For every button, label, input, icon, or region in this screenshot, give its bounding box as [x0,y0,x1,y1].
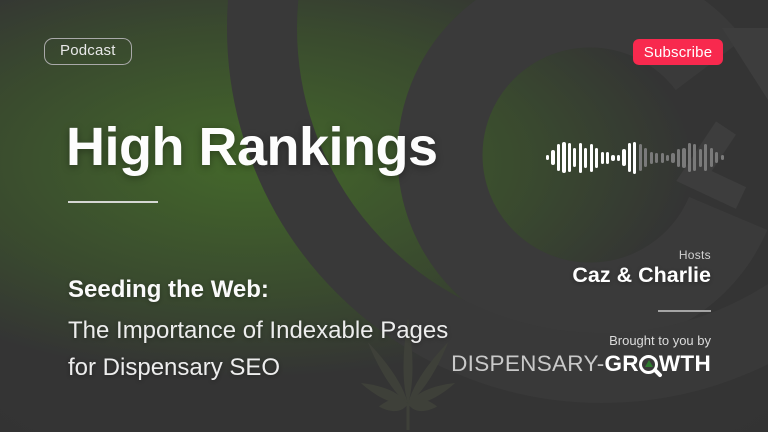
waveform-bar [660,152,664,163]
hosts-label: Hosts [678,248,711,262]
waveform-bar [578,142,582,173]
waveform-bar [671,152,675,163]
hosts-divider [658,310,711,312]
waveform-bar [616,154,621,161]
arrow-chevron-icon [676,121,747,209]
hosts-block: Hosts Caz & Charlie [572,248,711,288]
waveform-bar [611,154,615,161]
brand-prefix: DISPENSARY- [451,351,605,376]
magnifier-o-icon [639,354,664,378]
waveform-bar [720,155,724,160]
background-swoosh-arc [227,0,768,403]
waveform-bar [638,144,642,171]
brand-bold-start: GR [604,351,639,376]
waveform-bar [627,143,631,172]
waveform-bar [622,149,626,166]
waveform-bar [589,143,593,172]
waveform-bar [655,152,659,163]
waveform-bar [600,151,604,164]
waveform-bar [556,144,561,171]
waveform-bar [644,148,648,167]
sponsor-block: Brought to you by DISPENSARY-GR WTH [451,333,711,378]
subscribe-button[interactable]: Subscribe [633,39,723,65]
brand-bold-end: WTH [658,351,711,376]
brand-logo: DISPENSARY-GR WTH [451,351,711,378]
waveform-bar [633,141,637,174]
corner-stripe [722,28,768,100]
waveform-bar [682,147,686,168]
waveform-bar [584,147,588,168]
audio-waveform [546,139,724,176]
hosts-names: Caz & Charlie [572,263,711,287]
show-title: High Rankings [66,117,438,177]
waveform-bar [709,148,713,167]
waveform-bar [687,143,691,172]
waveform-bar [704,144,708,171]
episode-line-2: for Dispensary SEO [68,354,281,381]
background-g-logo [397,0,768,348]
waveform-bar [567,143,571,172]
waveform-bar [595,147,599,168]
waveform-bar [605,151,610,164]
episode-title-block: Seeding the Web: The Importance of Index… [68,276,448,386]
waveform-bar [698,148,702,167]
waveform-bar [546,155,550,160]
episode-kicker: Seeding the Web: [68,276,269,303]
episode-line-1: The Importance of Indexable Pages [68,317,449,344]
sponsor-label: Brought to you by [609,333,711,348]
waveform-bar [551,150,555,165]
waveform-bar [573,148,577,167]
growth-arrow-icon [644,359,653,367]
waveform-bar [715,152,719,163]
waveform-bar [562,142,566,173]
cannabis-leaf-icon [360,318,456,430]
waveform-bar [676,148,681,167]
title-underline [68,201,158,203]
podcast-badge[interactable]: Podcast [44,38,132,65]
waveform-bar [665,154,670,161]
waveform-bar [693,144,697,171]
waveform-bar [649,151,653,164]
